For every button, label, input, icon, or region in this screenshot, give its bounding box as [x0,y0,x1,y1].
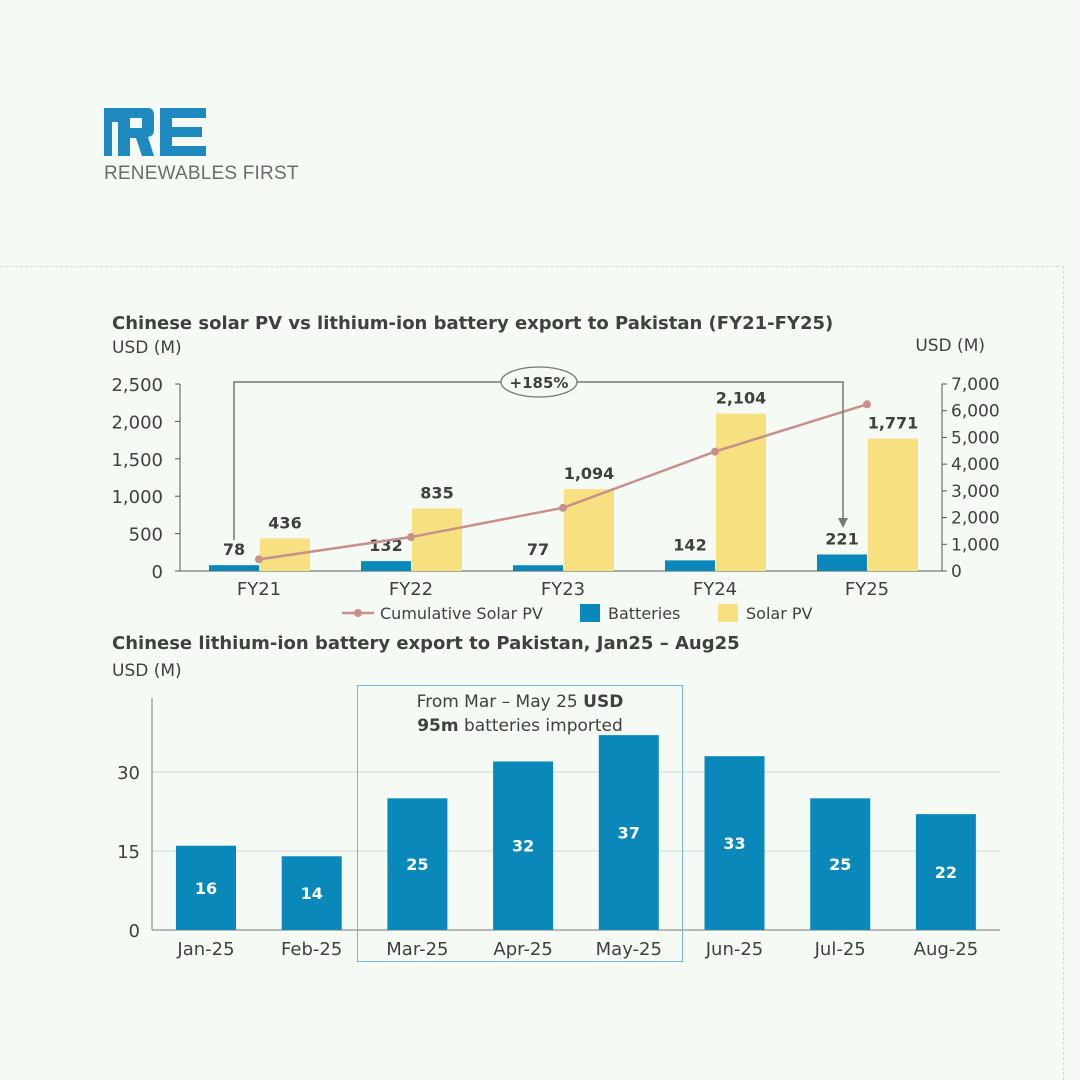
battery-month-bar [704,756,765,930]
battery-month-data-label: 37 [618,824,640,843]
chart1-y-tick-label: 2,500 [111,375,163,396]
chart1-y-tick-label: 1,500 [111,450,163,471]
chart2-x-tick-label: Jul-25 [814,939,866,960]
chart1-y2-tick-label: 7,000 [951,375,1000,395]
legend-batteries-swatch [580,604,600,622]
battery-month-data-label: 25 [829,855,851,874]
solar-pv-data-label: 2,104 [716,389,767,408]
battery-month-bar [915,814,976,930]
chart1-y2-tick-label: 1,000 [951,535,1000,555]
annotation-bold-text: 95m [417,716,458,736]
battery-month-data-label: 16 [195,879,217,898]
chart2-y-label: USD (M) [112,661,182,681]
arrow-down-icon [838,518,848,528]
chart1-y2-label: USD (M) [915,336,985,356]
cumulative-solar-pv-point [559,503,567,512]
batteries-bar [209,565,259,571]
cumulative-solar-pv-point [407,533,415,542]
annotation-text: From Mar – May 25 [417,692,584,712]
chart1-y-tick-label: 2,000 [111,412,163,433]
chart1-y-tick-label: 500 [129,525,163,546]
chart1-x-tick-label: FY25 [845,579,889,600]
chart1-y2-tick-label: 5,000 [951,428,1000,448]
batteries-bar [817,554,867,571]
chart1-x-tick-label: FY21 [237,579,281,600]
batteries-data-label: 78 [223,540,245,559]
chart2-x-tick-label: Apr-25 [493,939,552,960]
cumulative-solar-pv-point [711,447,719,456]
chart1-y2-tick-label: 6,000 [951,402,1000,422]
batteries-bar [361,561,411,571]
battery-month-bar [493,761,554,930]
batteries-data-label: 142 [673,535,706,554]
chart2-x-tick-label: Feb-25 [281,939,342,960]
solar-pv-data-label: 436 [268,513,301,532]
highlight-box [357,685,683,962]
solar-pv-data-label: 1,771 [868,414,919,433]
chart1-y2-tick-label: 0 [951,562,962,582]
chart1-y-tick-label: 1,000 [111,487,163,508]
battery-month-data-label: 33 [723,834,745,853]
battery-month-bar [176,845,236,930]
battery-month-bar [387,798,448,930]
cumulative-solar-pv-point [255,555,263,564]
solar-pv-bar [412,508,462,571]
batteries-data-label: 77 [527,540,549,559]
battery-month-bar [598,735,659,930]
chart2-x-tick-label: May-25 [596,939,662,960]
solar-pv-data-label: 835 [420,484,453,503]
battery-month-bar [281,856,342,930]
annotation-text: batteries imported [459,716,623,736]
solar-pv-data-label: 1,094 [564,464,615,483]
legend-batteries-label: Batteries [608,604,680,623]
chart1-x-tick-label: FY24 [693,579,737,600]
annotation-line-1: From Mar – May 25 USD [417,692,624,712]
chart2-x-tick-label: Mar-25 [386,939,448,960]
chart2-y-tick-label: 0 [129,921,140,942]
solar-pv-bar [564,489,614,571]
battery-month-data-label: 22 [935,863,957,882]
brand-logo [104,108,206,156]
battery-month-data-label: 32 [512,837,534,856]
solar-pv-bar [716,413,766,571]
solar-pv-bar [868,438,918,571]
annotation-bold-text: USD [583,692,623,712]
brand-name: RENEWABLES FIRST [104,163,299,184]
cumulative-solar-pv-point [863,400,871,409]
chart1-y2-tick-label: 3,000 [951,482,1000,502]
chart1-y-tick-label: 0 [152,562,163,583]
section-divider [0,266,1064,267]
chart2-x-tick-label: Jun-25 [705,939,764,960]
battery-month-bar [810,798,871,930]
batteries-bar [513,565,563,571]
chart1-y2-tick-label: 4,000 [951,455,1000,475]
chart2-x-tick-label: Jan-25 [176,939,234,960]
chart1-y-label: USD (M) [112,338,182,358]
legend-cumulative-marker [354,609,362,617]
section-divider-vertical [1063,266,1064,1080]
batteries-bar [665,560,715,571]
growth-badge-label: +185% [510,374,569,392]
chart1-x-tick-label: FY23 [541,579,585,600]
battery-month-data-label: 25 [406,855,428,874]
batteries-data-label: 221 [825,529,858,548]
chart2-title: Chinese lithium-ion battery export to Pa… [112,633,740,654]
chart1-title: Chinese solar PV vs lithium-ion battery … [112,313,833,334]
legend-solar-swatch [718,604,738,622]
growth-badge [500,366,578,398]
legend-cumulative-label: Cumulative Solar PV [380,604,543,623]
annotation-line-2: 95m batteries imported [417,716,623,736]
chart2-y-tick-label: 30 [117,763,140,784]
battery-month-data-label: 14 [301,884,323,903]
chart2-x-tick-label: Aug-25 [914,939,979,960]
chart1-y2-tick-label: 2,000 [951,509,1000,529]
legend-solar-label: Solar PV [746,604,813,623]
chart1-x-tick-label: FY22 [389,579,433,600]
chart2-y-tick-label: 15 [117,842,140,863]
